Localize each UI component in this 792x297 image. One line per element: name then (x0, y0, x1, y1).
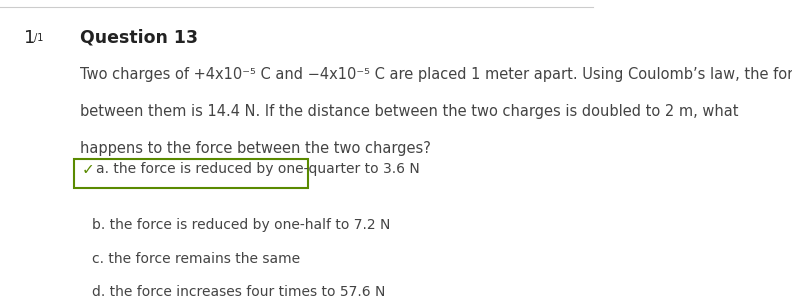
Text: d. the force increases four times to 57.6 N: d. the force increases four times to 57.… (92, 285, 385, 297)
Text: happens to the force between the two charges?: happens to the force between the two cha… (80, 141, 431, 156)
Text: between them is 14.4 N. If the distance between the two charges is doubled to 2 : between them is 14.4 N. If the distance … (80, 104, 739, 119)
Text: Two charges of +4x10⁻⁵ C and −4x10⁻⁵ C are placed 1 meter apart. Using Coulomb’s: Two charges of +4x10⁻⁵ C and −4x10⁻⁵ C a… (80, 67, 792, 82)
Text: ✓: ✓ (82, 162, 94, 177)
Text: /1: /1 (34, 33, 44, 43)
Text: b. the force is reduced by one-half to 7.2 N: b. the force is reduced by one-half to 7… (92, 218, 390, 232)
Text: a. the force is reduced by one-quarter to 3.6 N: a. the force is reduced by one-quarter t… (96, 162, 420, 176)
Text: Question 13: Question 13 (80, 29, 198, 47)
Text: 1: 1 (24, 29, 35, 47)
Text: c. the force remains the same: c. the force remains the same (92, 252, 300, 266)
